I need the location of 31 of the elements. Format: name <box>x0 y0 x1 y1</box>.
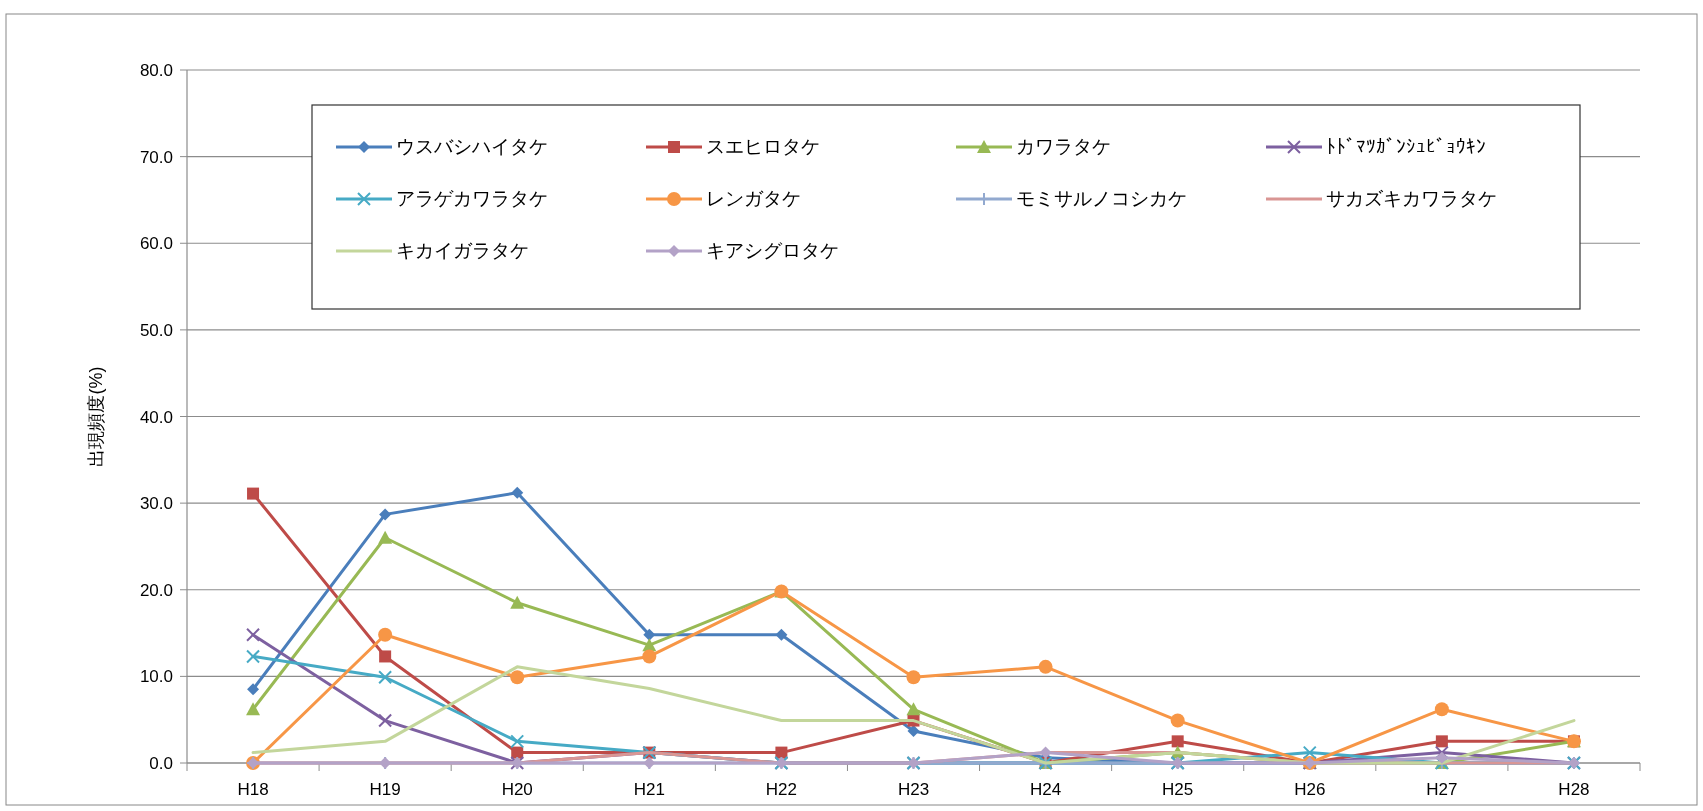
x-tick-label: H21 <box>633 780 665 799</box>
x-tick-label: H25 <box>1162 780 1194 799</box>
y-tick-label: 20.0 <box>139 580 173 600</box>
x-tick-label: H27 <box>1426 780 1458 799</box>
legend-label: ウスバシハイタケ <box>396 136 548 157</box>
legend-label: カワラタケ <box>1016 136 1111 157</box>
y-tick-label: 10.0 <box>139 667 173 687</box>
y-axis-title: 出現頻度(%) <box>86 366 106 467</box>
y-tick-label: 30.0 <box>139 494 173 514</box>
legend-label: モミサルノコシカケ <box>1016 188 1187 209</box>
legend-label: キアシグロタケ <box>706 240 839 261</box>
legend-label: ﾄﾄﾞﾏﾂｶﾞﾝｼｭﾋﾞｮｳｷﾝ <box>1326 136 1486 157</box>
x-tick-label: H24 <box>1030 780 1062 799</box>
legend-label: レンガタケ <box>706 188 801 209</box>
x-tick-label: H28 <box>1558 780 1590 799</box>
y-tick-label: 60.0 <box>139 234 173 254</box>
x-tick-label: H19 <box>369 780 401 799</box>
x-tick-label: H20 <box>501 780 533 799</box>
x-tick-label: H22 <box>765 780 797 799</box>
x-tick-label: H18 <box>237 780 269 799</box>
x-tick-label: H23 <box>897 780 930 799</box>
legend-label: サカズキカワラタケ <box>1326 188 1497 209</box>
legend-label: アラゲカワラタケ <box>396 188 548 209</box>
legend-label: キカイガラタケ <box>396 240 529 261</box>
x-tick-label: H26 <box>1294 780 1326 799</box>
y-tick-label: 80.0 <box>139 61 173 80</box>
y-tick-label: 50.0 <box>139 320 173 340</box>
y-tick-label: 40.0 <box>139 407 173 427</box>
legend-label: スエヒロタケ <box>706 136 820 157</box>
y-tick-label: 70.0 <box>139 147 173 167</box>
y-tick-label: 0.0 <box>149 754 173 773</box>
